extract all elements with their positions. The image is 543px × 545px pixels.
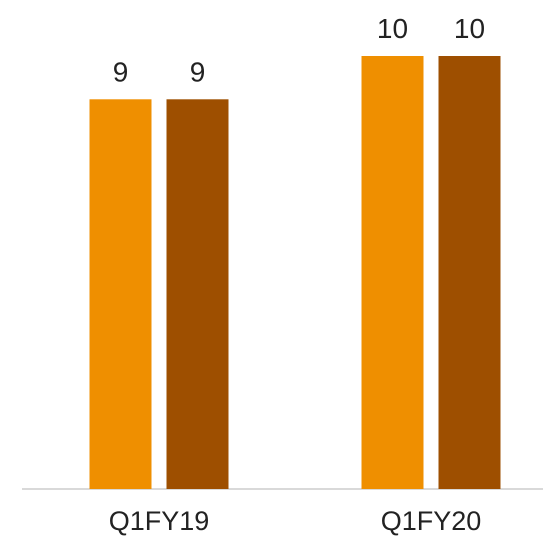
data-label-Q1FY20-series-1: 10 bbox=[377, 13, 408, 44]
data-label-Q1FY19-series-1: 9 bbox=[113, 56, 129, 87]
data-label-Q1FY19-series-2: 9 bbox=[190, 56, 206, 87]
category-label-Q1FY19: Q1FY19 bbox=[109, 506, 210, 536]
bar-Q1FY19-series-1 bbox=[89, 99, 152, 490]
bar-Q1FY20-series-2 bbox=[438, 56, 501, 489]
data-label-Q1FY20-series-2: 10 bbox=[454, 13, 485, 44]
bar-Q1FY19-series-2 bbox=[166, 99, 229, 490]
bar-Q1FY20-series-1 bbox=[361, 56, 424, 489]
category-label-Q1FY20: Q1FY20 bbox=[381, 506, 482, 536]
